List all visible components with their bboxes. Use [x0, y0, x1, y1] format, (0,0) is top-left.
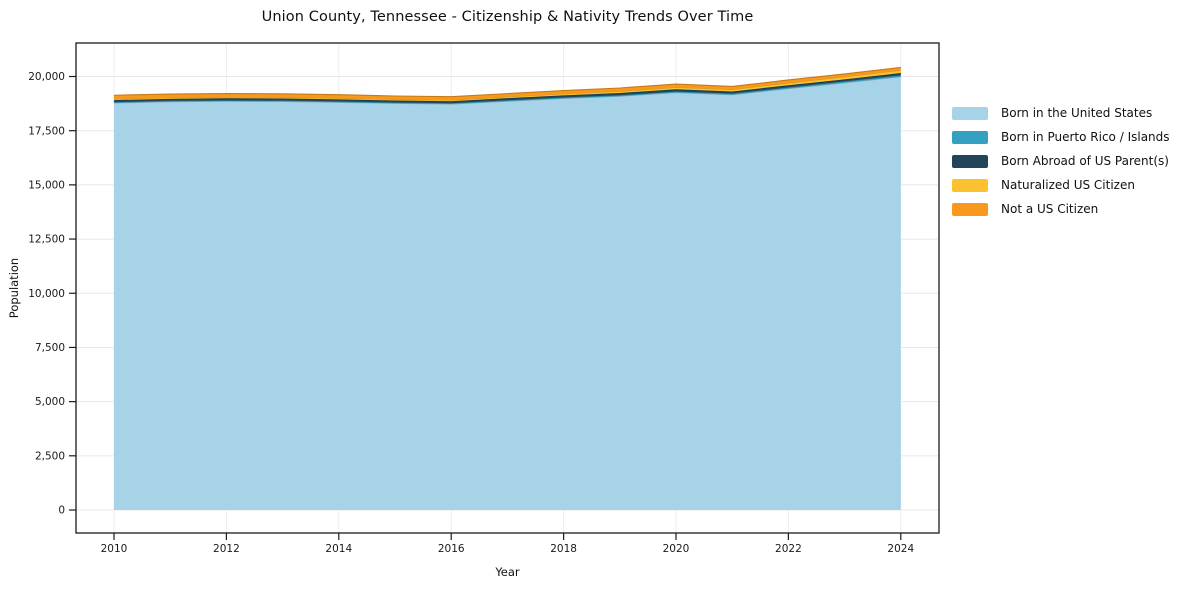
svg-text:2012: 2012 — [213, 543, 240, 555]
svg-text:15,000: 15,000 — [28, 179, 65, 191]
y-axis-label: Population — [7, 257, 21, 319]
svg-text:12,500: 12,500 — [28, 234, 65, 246]
legend-swatch — [952, 154, 988, 168]
svg-text:2016: 2016 — [438, 543, 465, 555]
svg-text:2020: 2020 — [663, 543, 690, 555]
legend-item: Naturalized US Citizen — [952, 173, 1170, 197]
svg-text:2018: 2018 — [550, 543, 577, 555]
area-series — [114, 73, 901, 104]
area-series — [114, 67, 901, 101]
legend-item: Born Abroad of US Parent(s) — [952, 149, 1170, 173]
legend-label: Born Abroad of US Parent(s) — [1001, 154, 1169, 168]
legend-swatch — [952, 106, 988, 120]
legend-label: Born in Puerto Rico / Islands — [1001, 130, 1170, 144]
area-series — [114, 76, 901, 511]
area-series — [114, 70, 901, 102]
svg-text:17,500: 17,500 — [28, 125, 65, 137]
legend-swatch — [952, 202, 988, 216]
legend-label: Not a US Citizen — [1001, 202, 1099, 216]
svg-text:2010: 2010 — [101, 543, 128, 555]
legend-swatch — [952, 178, 988, 192]
svg-text:0: 0 — [58, 505, 65, 517]
svg-text:5,000: 5,000 — [35, 396, 65, 408]
legend-item: Not a US Citizen — [952, 197, 1170, 221]
legend-label: Naturalized US Citizen — [1001, 178, 1135, 192]
svg-text:2024: 2024 — [887, 543, 914, 555]
svg-text:2,500: 2,500 — [35, 450, 65, 462]
svg-text:20,000: 20,000 — [28, 71, 65, 83]
svg-text:7,500: 7,500 — [35, 342, 65, 354]
legend: Born in the United States Born in Puerto… — [952, 101, 1170, 221]
svg-text:10,000: 10,000 — [28, 288, 65, 300]
legend-swatch — [952, 130, 988, 144]
svg-text:2022: 2022 — [775, 543, 802, 555]
legend-label: Born in the United States — [1001, 106, 1153, 120]
legend-item: Born in the United States — [952, 101, 1170, 125]
chart-title: Union County, Tennessee - Citizenship & … — [261, 9, 754, 25]
svg-text:2014: 2014 — [325, 543, 352, 555]
x-axis-label: Year — [495, 565, 520, 579]
legend-item: Born in Puerto Rico / Islands — [952, 125, 1170, 149]
